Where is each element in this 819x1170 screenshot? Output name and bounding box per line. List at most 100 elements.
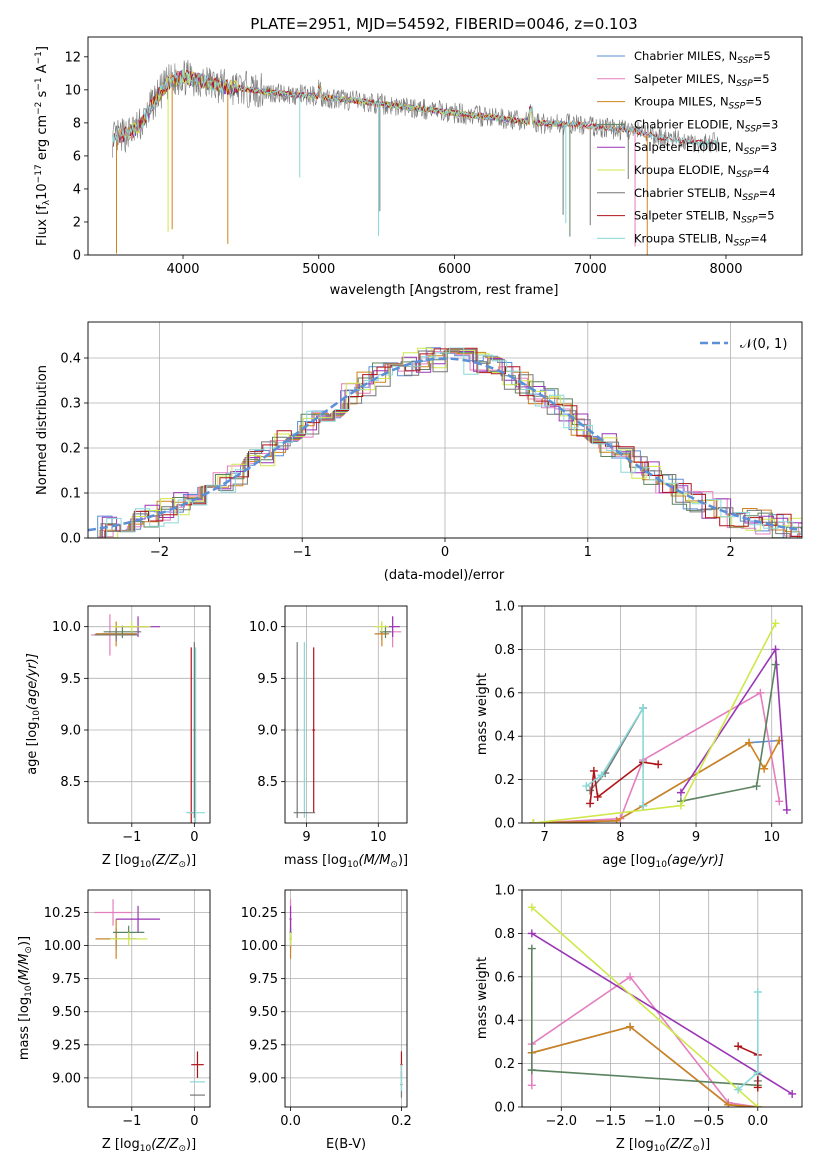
y-tick-label: 0 xyxy=(73,249,81,264)
y-tick-label: 0.8 xyxy=(494,643,515,658)
y-axis-label: age [log10(age/yr)] xyxy=(25,653,42,775)
x-axis-label: mass [log10(M/M⊙)] xyxy=(284,853,408,870)
data-marker xyxy=(626,972,635,981)
x-tick-label: 4000 xyxy=(166,262,199,277)
data-marker xyxy=(771,645,780,654)
ebv-mass-panel: 0.0 0.2 9.00 9.25 9.50 9.75 10.00 10.25 E(B-V) xyxy=(241,889,412,1152)
plot-area xyxy=(112,59,720,255)
y-axis-label: mass [log10(M/M⊙)] xyxy=(17,936,34,1060)
y-tick-label: 2 xyxy=(73,215,81,230)
y-tick-label: 0.4 xyxy=(494,730,515,745)
y-tick-label: 9.00 xyxy=(52,1071,81,1086)
data-marker xyxy=(676,788,685,797)
y-tick-label: 0.2 xyxy=(494,773,515,788)
x-tick-label: 2 xyxy=(726,545,734,560)
data-marker xyxy=(654,760,663,769)
series-line xyxy=(533,623,777,823)
y-tick-label: 12 xyxy=(64,50,81,65)
y-axis-label: mass weight xyxy=(475,957,490,1039)
data-marker xyxy=(734,1042,743,1051)
x-tick-label: 9 xyxy=(302,830,310,845)
y-tick-label: 0.8 xyxy=(494,927,515,942)
y-tick-label: 9.5 xyxy=(60,672,81,687)
weight-metallicity-panel: −2.0 −1.5 −1.0 −0.5 0.0 0.0 0.2 0.4 0.6 0.8 1.0 Z [… xyxy=(475,884,803,1154)
data-marker xyxy=(756,688,765,697)
y-tick-label: 10 xyxy=(64,83,81,98)
x-tick-label: 0 xyxy=(441,545,449,560)
metallicity-age-panel: −1 0 8.5 9.0 9.5 10.0 Z [log10(Z/Z⊙)] age [log1… xyxy=(25,605,211,870)
x-tick-label: 5000 xyxy=(302,262,335,277)
plot-area xyxy=(529,619,791,823)
figure-title: PLATE=2951, MJD=54592, FIBERID=0046, z=0… xyxy=(250,15,637,33)
spectrum-line xyxy=(112,69,720,147)
x-tick-label: 0.2 xyxy=(391,1114,412,1129)
y-tick-label: 8 xyxy=(73,116,81,131)
data-marker xyxy=(529,819,538,823)
weight-age-panel: 7 8 9 10 0.0 0.2 0.4 0.6 0.8 1.0 age [log10(age/yr… xyxy=(475,600,803,870)
y-axis-label: Normed distribution xyxy=(35,365,50,495)
x-tick-label: 7 xyxy=(541,830,549,845)
data-marker xyxy=(724,1100,733,1107)
x-tick-label: 0.0 xyxy=(747,1114,768,1129)
legend-label: Chabrier MILES, NSSP=5 xyxy=(634,49,771,66)
y-tick-label: 9.75 xyxy=(52,972,81,987)
series-line xyxy=(680,664,777,803)
histogram-step xyxy=(92,347,802,538)
legend-label: 𝒩(0, 1) xyxy=(740,337,787,352)
y-tick-label: 10.25 xyxy=(44,906,81,921)
x-tick-label: −0.5 xyxy=(693,1114,725,1129)
x-tick-label: −1 xyxy=(122,1114,141,1129)
x-axis-label: Z [log10(Z/Z⊙)] xyxy=(102,1137,196,1154)
mass-age-panel: 9 10 8.5 9.0 9.5 10.0 mass [log10(M/M⊙)] xyxy=(249,605,408,870)
histogram-step xyxy=(90,348,802,538)
x-tick-label: 8 xyxy=(616,830,624,845)
legend-label: Kroupa ELODIE, NSSP=4 xyxy=(634,163,770,180)
y-tick-label: 9.0 xyxy=(257,724,278,739)
data-marker xyxy=(527,929,536,938)
y-tick-label: 10.0 xyxy=(249,620,278,635)
spectrum-line xyxy=(128,69,564,141)
y-tick-label: 8.5 xyxy=(60,775,81,790)
residual-histogram-panel: −2 −1 0 1 2 0.0 0.1 0.2 0.3 0.4 𝒩(0, 1) (data-model… xyxy=(35,321,803,583)
data-marker xyxy=(639,801,648,810)
axes-frame xyxy=(87,889,211,1108)
data-marker xyxy=(527,944,536,953)
y-tick-label: 0.6 xyxy=(494,970,515,985)
series-line xyxy=(531,932,793,1095)
plot-area xyxy=(88,347,802,538)
y-tick-label: 9.50 xyxy=(249,1005,278,1020)
y-tick-label: 0.2 xyxy=(60,442,81,457)
data-marker xyxy=(589,766,598,775)
y-tick-label: 0.4 xyxy=(60,352,81,367)
y-tick-label: 9.75 xyxy=(249,972,278,987)
data-marker xyxy=(612,816,621,823)
x-tick-label: 10 xyxy=(370,830,387,845)
data-marker xyxy=(626,1022,635,1031)
x-axis-label: (data-model)/error xyxy=(384,568,505,583)
histogram-step xyxy=(88,350,802,538)
x-tick-label: 8000 xyxy=(709,262,742,277)
y-tick-label: 0.0 xyxy=(494,1101,515,1116)
x-tick-label: −1 xyxy=(122,830,141,845)
y-tick-label: 0.4 xyxy=(494,1014,515,1029)
y-tick-label: 0.2 xyxy=(494,1057,515,1072)
y-tick-label: 0.0 xyxy=(494,817,515,832)
legend-label: Kroupa MILES, NSSP=5 xyxy=(634,95,762,112)
x-axis-label: E(B-V) xyxy=(326,1137,366,1152)
y-axis-label: mass weight xyxy=(475,673,490,755)
plot-area xyxy=(289,899,403,1098)
y-tick-label: 0.6 xyxy=(494,686,515,701)
x-tick-label: 9 xyxy=(692,830,700,845)
data-marker xyxy=(771,619,780,628)
data-marker xyxy=(586,786,595,795)
y-axis-label: Flux [fλ10−17 erg cm−2 s−1 A−1] xyxy=(34,46,52,246)
series-line xyxy=(533,740,781,823)
data-marker xyxy=(753,987,762,996)
axes-frame xyxy=(87,321,803,539)
plot-area xyxy=(94,899,205,1096)
x-tick-label: −2 xyxy=(150,545,169,560)
plot-area xyxy=(527,903,797,1107)
x-tick-label: 10 xyxy=(763,830,780,845)
x-axis-label: wavelength [Angstrom, rest frame] xyxy=(330,283,559,298)
